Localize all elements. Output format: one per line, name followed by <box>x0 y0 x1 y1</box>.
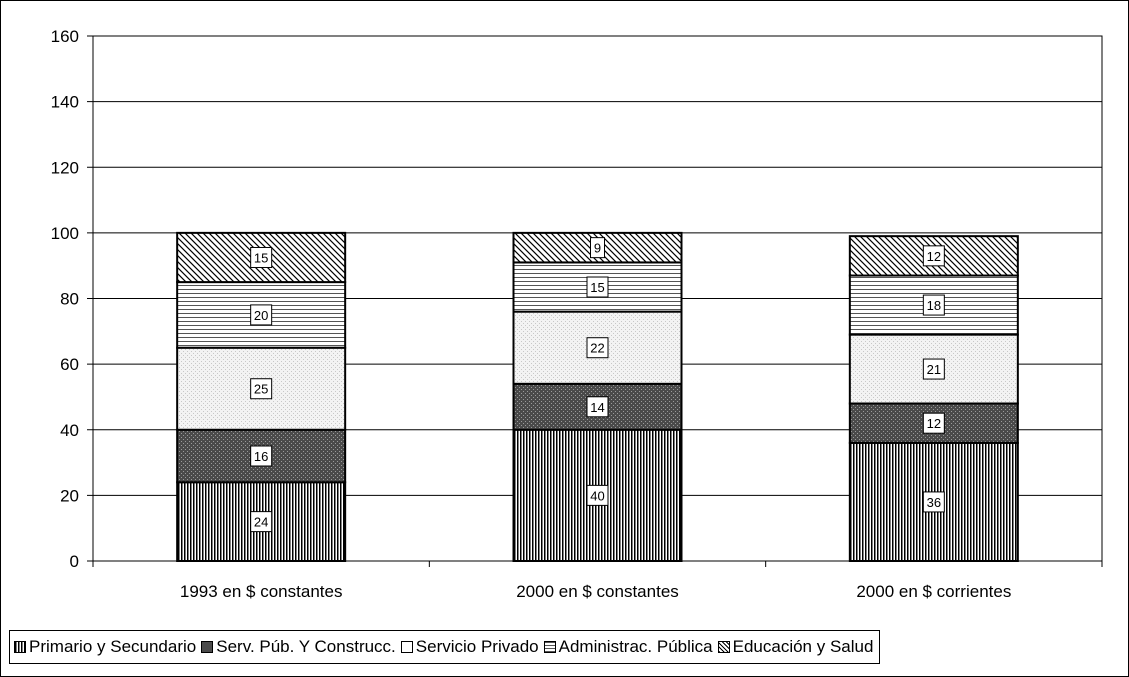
legend-label: Serv. Púb. Y Construcc. <box>216 637 396 656</box>
legend-label: Educación y Salud <box>732 637 874 656</box>
legend-swatch <box>543 641 556 653</box>
data-label-box <box>250 511 273 533</box>
data-label: 16 <box>254 449 268 464</box>
legend-swatch <box>14 641 26 653</box>
legend-item: Educación y Salud <box>717 637 874 657</box>
data-label: 9 <box>594 241 601 256</box>
data-label: 14 <box>590 400 604 415</box>
legend-label: Primario y Secundario <box>29 637 197 656</box>
data-label-box <box>590 237 605 259</box>
data-label: 18 <box>927 298 941 313</box>
data-label: 40 <box>590 488 604 503</box>
bar-segment <box>512 261 683 313</box>
legend-swatch <box>717 641 730 653</box>
legend-item: Primario y Secundario <box>14 637 196 657</box>
legend-label: Servicio Privado <box>415 637 539 656</box>
data-label-box <box>250 304 273 326</box>
y-tick-label: 140 <box>51 93 79 112</box>
data-label-box <box>250 246 273 268</box>
data-label-box <box>586 337 609 359</box>
data-label: 12 <box>927 249 941 264</box>
y-tick-label: 20 <box>60 486 79 505</box>
data-label: 12 <box>927 416 941 431</box>
y-tick-label: 160 <box>51 27 79 46</box>
data-label-box <box>250 378 273 400</box>
y-tick-label: 80 <box>60 290 79 309</box>
data-label: 25 <box>254 382 268 397</box>
y-tick-label: 40 <box>60 421 79 440</box>
data-label-box <box>922 294 945 316</box>
data-label-box <box>586 396 609 418</box>
plot-area-border <box>92 35 1103 562</box>
legend-item: Servicio Privado <box>400 637 539 657</box>
y-tick-label: 100 <box>51 224 79 243</box>
data-label: 22 <box>590 341 604 356</box>
data-label: 21 <box>927 362 941 377</box>
data-label: 15 <box>254 250 268 265</box>
y-tick-label: 60 <box>60 355 79 374</box>
data-label: 36 <box>927 495 941 510</box>
y-tick-label: 0 <box>70 552 79 571</box>
legend-swatch <box>201 641 214 653</box>
data-label-box <box>922 245 945 267</box>
data-label-box <box>922 491 945 513</box>
chart-legend: Primario y Secundario Serv. Púb. Y Constr… <box>9 630 881 664</box>
legend-item: Administrac. Pública <box>543 637 713 657</box>
y-tick-label: 120 <box>51 158 79 177</box>
data-label-box <box>922 412 945 434</box>
data-label: 15 <box>590 280 604 295</box>
data-label: 24 <box>254 515 268 530</box>
legend-swatch <box>400 641 413 653</box>
data-label-box <box>586 276 609 298</box>
legend-item: Serv. Púb. Y Construcc. <box>201 637 396 657</box>
x-tick-label: 2000 en $ corrientes <box>856 582 1011 601</box>
x-tick-label: 2000 en $ constantes <box>516 582 679 601</box>
data-label-box <box>250 445 273 467</box>
data-label-box <box>922 358 945 380</box>
chart-plot: 0 20 40 60 80 100 120 140 160 1993 en $ constante… <box>51 27 1103 601</box>
x-tick-label: 1993 en $ constantes <box>180 582 343 601</box>
data-label-box <box>586 484 609 506</box>
legend-label: Administrac. Pública <box>558 637 713 656</box>
data-label: 20 <box>254 308 268 323</box>
